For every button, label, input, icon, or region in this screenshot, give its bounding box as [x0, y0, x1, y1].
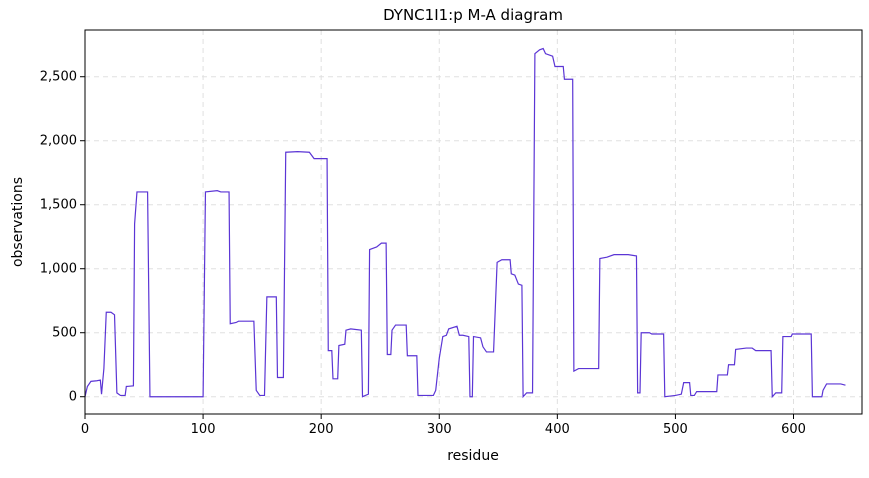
- x-tick-label: 100: [191, 422, 216, 437]
- y-tick-label: 1,500: [40, 198, 77, 213]
- y-tick-label: 1,000: [40, 262, 77, 277]
- x-tick-label: 200: [309, 422, 334, 437]
- x-axis-label: residue: [447, 448, 499, 464]
- data-line: [84, 47, 846, 399]
- chart-title: DYNC1I1:p M-A diagram: [383, 6, 563, 24]
- y-tick-label: 500: [52, 326, 77, 341]
- x-tick-label: 0: [81, 422, 89, 437]
- x-tick-label: 300: [427, 422, 452, 437]
- plot-frame: [84, 29, 863, 415]
- x-tick-label: 600: [781, 422, 806, 437]
- y-tick-label: 2,000: [40, 134, 77, 149]
- y-tick-label: 0: [69, 390, 77, 405]
- y-tick-label: 2,500: [40, 70, 77, 85]
- y-axis-label: observations: [10, 177, 26, 267]
- x-tick-label: 400: [545, 422, 570, 437]
- x-tick-label: 500: [663, 422, 688, 437]
